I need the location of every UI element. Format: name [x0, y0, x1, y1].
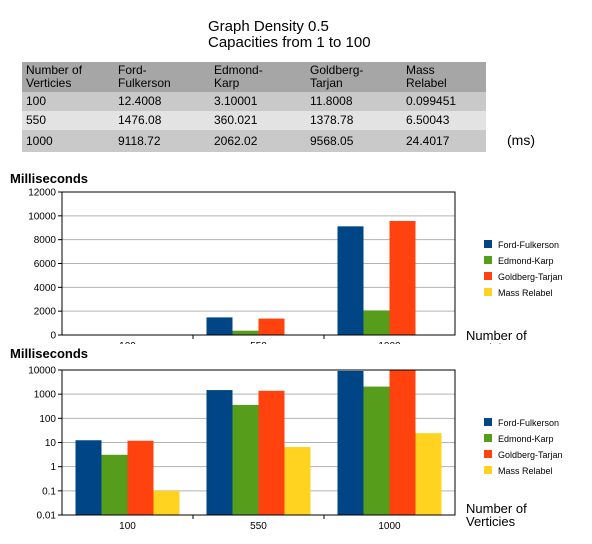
y-tick-label: 10000: [28, 366, 56, 377]
table-cell: 24.4017: [402, 130, 486, 152]
bar: [127, 440, 154, 515]
table-cell: 3.10001: [210, 92, 306, 111]
x-axis-label: Number of: [466, 501, 527, 516]
x-tick-label: 100: [119, 341, 136, 344]
legend-entry: Goldberg-Tarjan: [498, 272, 563, 282]
table-cell: 9568.05: [306, 130, 402, 152]
y-tick-label: 8000: [34, 235, 57, 246]
bar: [389, 220, 416, 335]
y-tick-label: 12000: [28, 188, 56, 199]
y-tick-label: 6000: [34, 259, 57, 270]
bar: [206, 390, 233, 515]
bar: [258, 318, 285, 335]
bar: [101, 454, 128, 515]
table-cell: 1000: [22, 130, 114, 152]
bar: [153, 490, 180, 515]
table-cell: 2062.02: [210, 130, 306, 152]
y-axis-label: Milliseconds: [10, 171, 88, 186]
legend-entry: Mass Relabel: [498, 466, 553, 476]
x-tick-label: 550: [250, 341, 267, 344]
y-tick-label: 100: [39, 414, 56, 425]
y-tick-label: 10000: [28, 211, 56, 222]
bar: [206, 317, 233, 335]
bar: [232, 404, 259, 515]
legend-entry: Ford-Fulkerson: [498, 240, 559, 250]
y-tick-label: 0: [50, 331, 56, 342]
bar: [75, 440, 102, 515]
plot-frame: [61, 369, 456, 516]
linear-bar-chart: Milliseconds 0 2000 4000 6000 8000 10000 12000 1…: [10, 171, 563, 344]
legend-entry: Ford-Fulkerson: [498, 418, 559, 428]
table-header-cell: Mass Relabel: [402, 62, 486, 92]
table-header-cell: Ford- Fulkerson: [114, 62, 210, 92]
table-cell: 550: [22, 111, 114, 130]
y-tick-label: 0.01: [37, 511, 57, 522]
y-tick-label: 2000: [34, 307, 57, 318]
legend-swatch: [484, 256, 492, 264]
title-line-2: Capacities from 1 to 100: [208, 34, 371, 51]
bar: [232, 330, 259, 335]
log-bar-chart: Milliseconds 0.01 0.1 1 10 100 1000 10000 100 550…: [10, 346, 563, 532]
x-tick-label: 1000: [378, 341, 401, 344]
results-table: Number of Verticies Ford- Fulkerson Edmond…: [22, 62, 486, 152]
table-cell: 1476.08: [114, 111, 210, 130]
table-cell: 360.021: [210, 111, 306, 130]
legend-swatch: [484, 466, 492, 474]
x-tick-label: 1000: [378, 521, 401, 532]
table-row: 550 1476.08 360.021 1378.78 6.50043: [22, 111, 486, 130]
legend-entry: Mass Relabel: [498, 288, 553, 298]
table-cell: 6.50043: [402, 111, 486, 130]
bar: [389, 370, 416, 515]
y-tick-label: 10: [45, 438, 57, 449]
legend-swatch: [484, 450, 492, 458]
table-cell: 1378.78: [306, 111, 402, 130]
y-tick-label: 4000: [34, 283, 57, 294]
bar: [363, 310, 390, 335]
x-axis-label: Number of: [466, 328, 527, 343]
legend-swatch: [484, 288, 492, 296]
y-tick-label: 0.1: [42, 486, 56, 497]
title-line-1: Graph Density 0.5: [208, 18, 329, 35]
legend-swatch: [484, 272, 492, 280]
table-row: 1000 9118.72 2062.02 9568.05 24.4017: [22, 130, 486, 152]
legend-entry: Edmond-Karp: [498, 434, 554, 444]
table-header-cell: Number of Verticies: [22, 62, 114, 92]
legend-entry: Goldberg-Tarjan: [498, 450, 563, 460]
unit-label: (ms): [507, 132, 535, 148]
bar: [337, 370, 364, 515]
x-axis-label: Verticies: [466, 341, 516, 344]
x-tick-label: 100: [119, 521, 136, 532]
legend-entry: Edmond-Karp: [498, 256, 554, 266]
table-row: 100 12.4008 3.10001 11.8008 0.099451: [22, 92, 486, 111]
table-cell: 9118.72: [114, 130, 210, 152]
table-header-cell: Edmond- Karp: [210, 62, 306, 92]
chart-title: Graph Density 0.5 Capacities from 1 to 1…: [208, 19, 371, 51]
table-header-cell: Goldberg- Tarjan: [306, 62, 402, 92]
table-cell: 100: [22, 92, 114, 111]
bar: [337, 226, 364, 335]
legend-swatch: [484, 240, 492, 248]
table-cell: 0.099451: [402, 92, 486, 111]
x-axis-label: Verticies: [466, 514, 516, 529]
bar: [284, 447, 311, 515]
bar: [258, 390, 285, 515]
legend-swatch: [484, 418, 492, 426]
x-tick-label: 550: [250, 521, 267, 532]
y-tick-label: 1000: [34, 390, 57, 401]
table-header-row: Number of Verticies Ford- Fulkerson Edmond…: [22, 62, 486, 92]
bar: [415, 433, 442, 515]
y-axis-label: Milliseconds: [10, 346, 88, 361]
table-cell: 11.8008: [306, 92, 402, 111]
bar: [363, 386, 390, 515]
table-cell: 12.4008: [114, 92, 210, 111]
plot-frame: [61, 191, 456, 336]
legend-swatch: [484, 434, 492, 442]
y-tick-label: 1: [50, 462, 56, 473]
